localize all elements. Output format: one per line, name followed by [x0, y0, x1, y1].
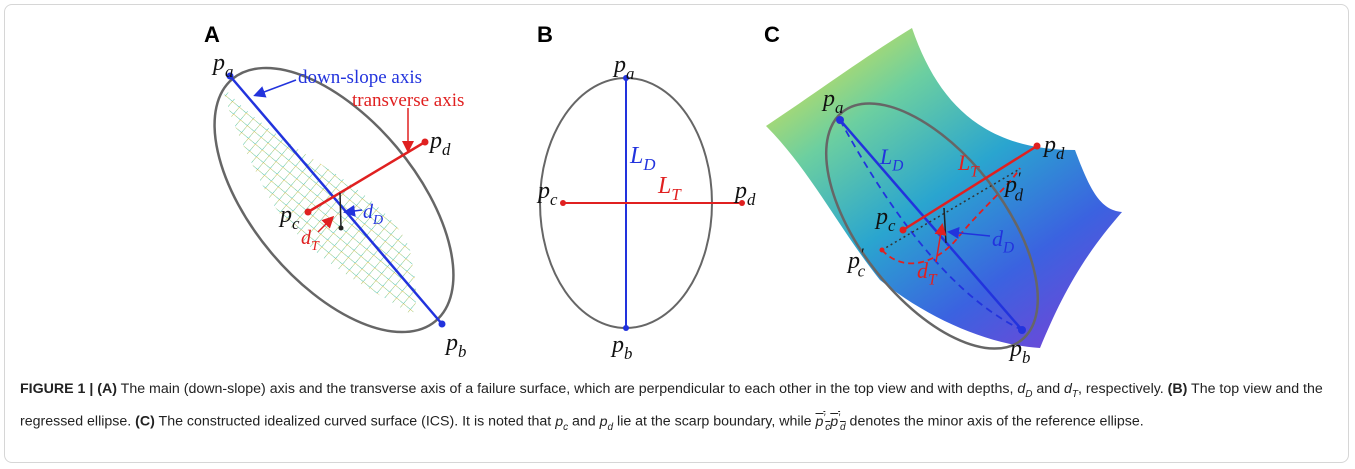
caption-part: The constructed idealized curved surface… — [155, 414, 555, 430]
caption-part: p — [600, 414, 608, 430]
label-part: c — [550, 190, 558, 209]
panel-label: A — [204, 22, 220, 47]
label-part: d — [1015, 185, 1024, 204]
label-part: c — [858, 261, 866, 280]
math-label: LT — [657, 173, 682, 204]
caption-part: p′d — [830, 414, 845, 430]
caption-part: p — [830, 414, 838, 430]
label-part: p — [874, 204, 888, 230]
label-part: p — [821, 86, 835, 112]
point — [339, 226, 344, 231]
caption-part: dD — [1017, 381, 1032, 397]
arrow — [256, 80, 296, 95]
label-part: b — [624, 344, 632, 363]
label-part: p — [612, 52, 626, 78]
point — [1018, 326, 1026, 334]
label-part: T — [928, 272, 938, 289]
label-part: p — [278, 202, 292, 228]
label-part: L — [657, 173, 671, 199]
label-part: b — [1022, 348, 1030, 367]
label-part: p — [211, 50, 225, 76]
caption-part: p′cp′d — [816, 414, 846, 430]
label-part: d — [747, 190, 756, 209]
label-part: T — [671, 185, 682, 204]
label-part: L — [879, 144, 892, 169]
label-part: T — [970, 164, 980, 181]
panel-label: C — [764, 22, 780, 47]
down-slope-axis — [230, 76, 442, 324]
label-part: p — [733, 178, 747, 204]
caption-part: (B) — [1168, 381, 1188, 397]
label-part: p — [536, 178, 550, 204]
point — [439, 321, 446, 328]
point — [880, 248, 885, 253]
label-part: D — [642, 155, 655, 174]
caption-part: (C) — [135, 414, 155, 430]
caption-part: dT — [1064, 381, 1078, 397]
caption-part: , respectively. — [1078, 381, 1168, 397]
caption-part: lie at the scarp boundary, while — [613, 414, 815, 430]
failure-mesh — [222, 85, 416, 315]
caption-part: d — [1064, 381, 1072, 397]
point — [1034, 143, 1041, 150]
caption-part: p′c — [816, 414, 831, 430]
point — [623, 325, 629, 331]
caption-part: denotes the minor axis of the reference … — [846, 414, 1144, 430]
label-part: a — [835, 98, 843, 117]
caption-part: and — [568, 414, 600, 430]
label-part: p — [1042, 132, 1056, 158]
caption-part: pc — [555, 414, 568, 430]
figure: A down-slope axis transverse axis B C pa… — [0, 0, 1355, 370]
annotation: transverse axis — [352, 90, 464, 111]
math-label: pa — [211, 50, 233, 81]
label-part: d — [442, 140, 451, 159]
label-part: a — [225, 62, 233, 81]
label-part: L — [957, 150, 970, 175]
caption-part: FIGURE 1 | (A) — [20, 381, 117, 397]
label-part: p — [1008, 336, 1022, 362]
label-part: D — [1002, 240, 1014, 257]
label-part: D — [372, 213, 383, 228]
label-part: L — [629, 143, 643, 169]
label-part: p — [610, 332, 624, 358]
caption-part: pd — [600, 414, 613, 430]
point — [422, 139, 429, 146]
math-label: pb — [610, 332, 632, 363]
caption-part: and — [1032, 381, 1064, 397]
point — [900, 227, 907, 234]
depth-line — [340, 193, 341, 228]
page: A down-slope axis transverse axis B C pa… — [0, 0, 1355, 469]
point — [305, 209, 312, 216]
caption-part: The main (down-slope) axis and the trans… — [117, 381, 1017, 397]
math-label: p′c — [846, 245, 866, 281]
caption-part: p — [555, 414, 563, 430]
annotation: down-slope axis — [298, 67, 422, 88]
panel-label: B — [537, 22, 553, 47]
math-label: pd — [428, 128, 451, 159]
label-part: p — [428, 128, 442, 154]
label-part: D — [891, 158, 903, 175]
label-part: c — [292, 214, 300, 233]
math-label: pb — [444, 330, 466, 361]
math-label: LD — [629, 143, 655, 174]
label-part: T — [311, 239, 320, 254]
label-part: b — [458, 342, 466, 361]
label-part: a — [626, 64, 634, 83]
label-part: p — [444, 330, 458, 356]
point — [560, 200, 566, 206]
caption: FIGURE 1 | (A) The main (down-slope) axi… — [20, 378, 1335, 438]
label-part: c — [888, 216, 896, 235]
label-part: d — [1056, 144, 1065, 163]
curved-surface — [766, 28, 1122, 348]
